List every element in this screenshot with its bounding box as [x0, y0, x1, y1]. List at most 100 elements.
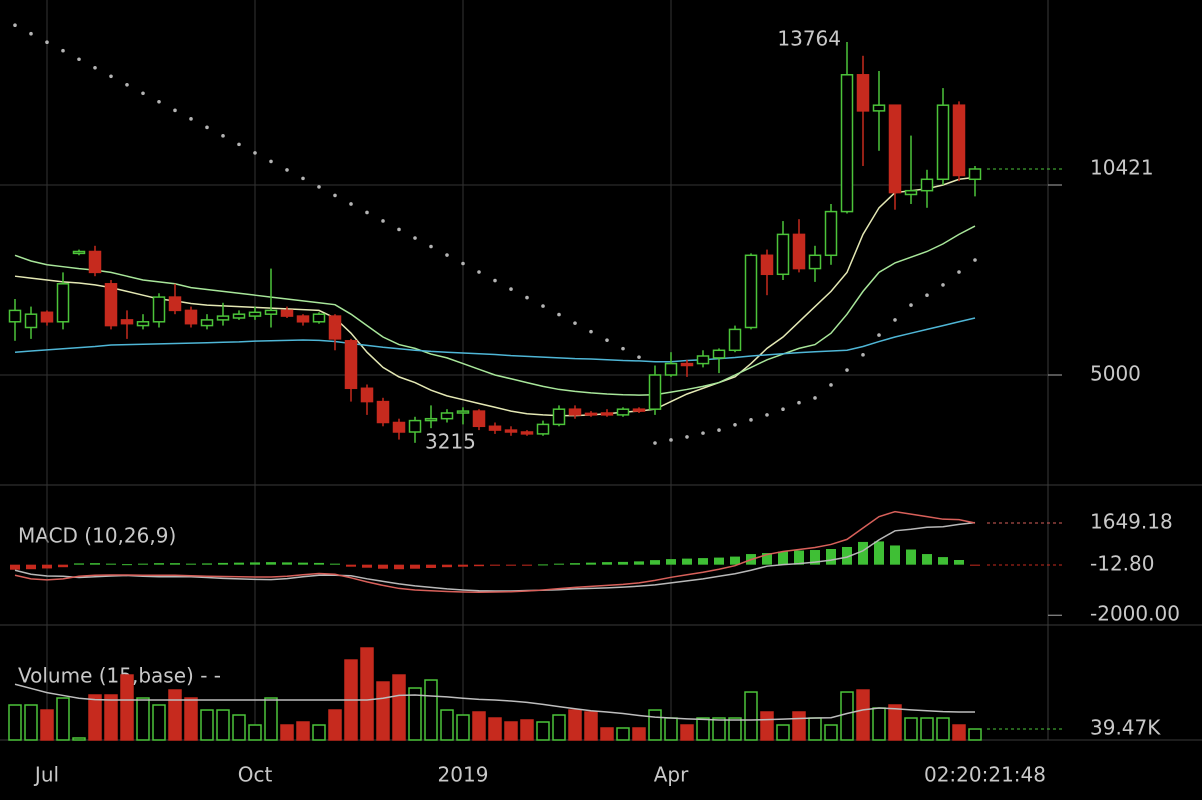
sar-dot [541, 304, 545, 308]
histogram-bar [26, 564, 36, 570]
candle-body [904, 189, 918, 196]
sar-dot [221, 134, 225, 138]
candle-body [232, 313, 246, 319]
volume-bar [648, 709, 662, 741]
volume-bar [728, 717, 742, 741]
candle-body [248, 311, 262, 317]
candle-body [536, 423, 550, 435]
candle-body [72, 250, 86, 255]
y-tick-label: -2000.00 [1090, 602, 1180, 626]
sar-dot [589, 329, 593, 334]
x-tick-label: Apr [654, 763, 689, 787]
candle-body [264, 309, 278, 315]
histogram-bar [810, 550, 820, 565]
volume-bar [40, 709, 54, 741]
macd-title: MACD (10,26,9) [18, 524, 176, 548]
volume-last-label: 39.47K [1090, 716, 1161, 740]
histogram-bar [842, 546, 852, 565]
histogram-bar [282, 562, 292, 565]
sar-dot [717, 428, 721, 432]
volume-bar [616, 727, 630, 741]
volume-bar [840, 691, 854, 741]
sar-dot [253, 151, 257, 155]
volume-bar [216, 709, 230, 741]
volume-bar [520, 719, 534, 741]
candle-body [472, 410, 486, 428]
volume-bar [920, 717, 934, 741]
candle-body [56, 283, 70, 323]
volume-bar [8, 704, 22, 741]
histogram-bar [634, 561, 644, 565]
histogram-bar [602, 562, 612, 565]
histogram-bar [202, 563, 212, 565]
candle-body [296, 315, 310, 323]
histogram-bar [410, 564, 420, 569]
histogram-bar [426, 564, 436, 568]
sar-dot [621, 346, 625, 351]
histogram-bar [890, 545, 900, 565]
volume-bar [856, 689, 870, 741]
sar-dot [845, 368, 849, 372]
candle-body [968, 168, 982, 181]
volume-bar [792, 711, 806, 741]
volume-bar [120, 674, 134, 741]
candle-body [424, 417, 438, 422]
candle-body [360, 387, 374, 403]
histogram-bar [938, 557, 948, 565]
volume-bar [408, 687, 422, 741]
volume-bar [600, 727, 614, 741]
sar-dot [349, 202, 353, 206]
volume-ma-line [14, 683, 975, 721]
sar-dot [669, 438, 673, 442]
candle-body [488, 425, 502, 431]
volume-bar [232, 714, 246, 741]
candle-body [584, 412, 598, 416]
sar-dot [445, 253, 449, 257]
volume-bar [328, 709, 342, 741]
histogram-bar [266, 562, 276, 565]
volume-bar [56, 697, 70, 741]
candle-body [872, 104, 886, 112]
volume-bar [680, 724, 694, 741]
sar-dot [941, 283, 945, 287]
sar-dot [957, 270, 961, 274]
histogram-bar [586, 562, 596, 565]
histogram-bar [314, 562, 324, 565]
sar-dot [45, 40, 49, 45]
histogram-bar [234, 562, 244, 565]
sar-dot [301, 176, 305, 181]
volume-bar [88, 694, 102, 741]
volume-bar [712, 717, 726, 741]
volume-title: Volume (15,base) - - [18, 664, 221, 688]
volume-bar [584, 711, 598, 741]
histogram-bar [490, 564, 500, 566]
sar-dot [749, 418, 753, 422]
histogram-bar [154, 563, 164, 565]
sar-dot [269, 159, 273, 164]
candle-body [24, 313, 38, 329]
volume-bar [904, 717, 918, 741]
sar-dot [733, 422, 737, 427]
volume-bar [152, 704, 166, 741]
histogram-bar [778, 551, 788, 565]
x-tick-label: Oct [238, 763, 273, 787]
histogram-bar [554, 563, 564, 565]
sar-dot [333, 193, 337, 198]
histogram-bar [698, 558, 708, 565]
candle-body [632, 408, 646, 412]
candle-body [568, 408, 582, 416]
sar-dot [205, 125, 209, 130]
histogram-bar [506, 564, 516, 566]
candle-body [8, 309, 22, 323]
volume-bar [872, 707, 886, 741]
volume-bar [360, 647, 374, 741]
volume-bar [376, 681, 390, 741]
histogram-bar [106, 563, 116, 565]
histogram-bar [474, 564, 484, 567]
sar-dot [813, 396, 817, 400]
histogram-bar [970, 564, 980, 566]
volume-bar [632, 727, 646, 741]
histogram-bar [42, 564, 52, 569]
candle-body [888, 104, 902, 194]
